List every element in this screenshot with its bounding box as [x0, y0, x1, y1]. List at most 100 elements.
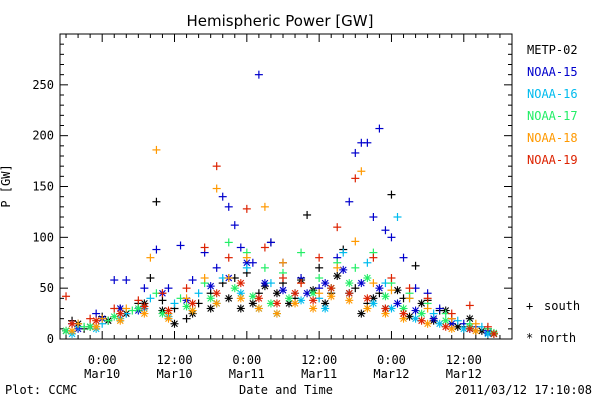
north-point — [321, 304, 330, 313]
north-point — [447, 324, 456, 333]
north-point — [339, 265, 348, 274]
north-point — [110, 312, 119, 321]
marker-legend: + south * north — [526, 299, 580, 345]
north-point — [134, 304, 143, 313]
north-point — [68, 319, 77, 328]
north-point — [417, 316, 426, 325]
south-point — [315, 289, 324, 298]
south-point — [152, 145, 161, 154]
south-point — [98, 314, 107, 323]
x-tick-time: 0:00 — [377, 353, 406, 367]
x-tick-date: Mar12 — [446, 367, 482, 381]
north-point — [393, 286, 402, 295]
north-point — [381, 304, 390, 313]
north-point — [345, 279, 354, 288]
south-point — [278, 258, 287, 267]
north-point — [345, 296, 354, 305]
legend-entry: METP-02 — [527, 43, 578, 57]
south-point — [212, 263, 221, 272]
north-point — [297, 296, 306, 305]
south-point — [351, 284, 360, 293]
south-point — [260, 243, 269, 252]
north-point — [363, 274, 372, 282]
south-point — [315, 274, 324, 282]
south-point — [92, 309, 101, 318]
south-point — [86, 314, 95, 323]
south-point — [242, 253, 251, 262]
x-tick-date: Mar11 — [229, 367, 265, 381]
north-point — [272, 309, 281, 318]
south-point — [303, 210, 312, 219]
x-tick-time: 0:00 — [88, 353, 117, 367]
south-point — [351, 148, 360, 157]
north-point — [140, 309, 149, 318]
south-point — [447, 309, 456, 318]
south-point — [200, 274, 209, 282]
north-point — [345, 289, 354, 298]
north-point — [212, 289, 221, 298]
y-tick-label: 100 — [32, 230, 54, 244]
south-point — [387, 233, 396, 242]
north-marker-symbol: * — [526, 331, 533, 345]
y-axis: 0 50 100 150 200 250 — [32, 43, 512, 346]
north-point — [417, 299, 426, 308]
south-point — [236, 243, 245, 252]
north-point — [285, 294, 294, 303]
north-point — [363, 294, 372, 303]
south-point — [315, 253, 324, 262]
south-point — [363, 258, 372, 267]
x-axis-label: Date and Time — [239, 383, 333, 397]
south-point — [212, 162, 221, 171]
south-point — [164, 284, 173, 293]
x-tick-date: Mar10 — [84, 367, 120, 381]
x-tick-time: 12:00 — [301, 353, 337, 367]
north-point — [453, 322, 462, 331]
south-point — [423, 294, 432, 303]
south-point — [333, 263, 342, 272]
y-axis-label: P [GW] — [0, 164, 13, 207]
south-point — [266, 238, 275, 247]
south-point — [369, 213, 378, 221]
north-point — [303, 289, 312, 298]
south-marker-label: south — [544, 299, 580, 313]
north-point — [387, 304, 396, 313]
south-point — [333, 223, 342, 232]
south-point — [104, 316, 113, 325]
north-point — [206, 282, 215, 291]
south-point — [260, 202, 269, 211]
south-point — [218, 192, 227, 201]
north-point — [309, 304, 318, 313]
north-point — [230, 284, 239, 293]
south-point — [363, 138, 372, 147]
north-point — [272, 299, 281, 308]
north-point — [164, 306, 173, 315]
north-point — [188, 299, 197, 308]
north-point — [417, 309, 426, 318]
south-point — [339, 248, 348, 257]
legend-entry: NOAA-15 — [527, 65, 578, 79]
y-tick-label: 50 — [40, 281, 54, 295]
north-point — [278, 286, 287, 295]
plot-frame — [59, 33, 513, 340]
north-point — [236, 279, 245, 288]
y-tick-label: 0 — [47, 332, 54, 346]
south-point — [297, 279, 306, 288]
south-point — [200, 243, 209, 252]
south-point — [194, 289, 203, 298]
south-point — [62, 292, 71, 301]
north-point — [224, 294, 233, 303]
south-point — [266, 279, 275, 288]
south-point — [158, 296, 167, 305]
north-point — [116, 316, 125, 325]
south-point — [471, 319, 480, 328]
south-point — [375, 124, 384, 133]
south-point — [110, 276, 119, 285]
north-point — [465, 324, 474, 333]
north-point — [405, 312, 414, 321]
south-point — [152, 197, 161, 206]
north-point — [423, 319, 432, 328]
south-point — [128, 306, 137, 315]
south-point — [429, 309, 438, 318]
north-point — [170, 319, 179, 328]
